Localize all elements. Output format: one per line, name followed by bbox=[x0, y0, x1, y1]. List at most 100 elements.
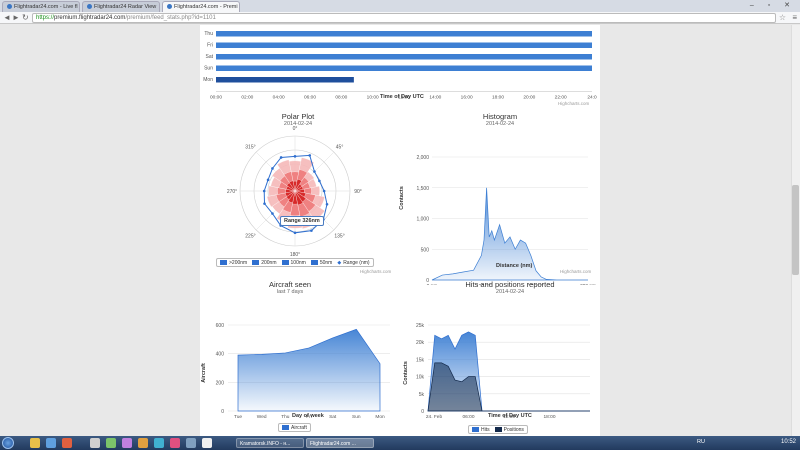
uptime-day-label: Mon bbox=[203, 77, 213, 83]
tool-icon[interactable] bbox=[90, 438, 100, 448]
polar-angle-label: 180° bbox=[290, 252, 300, 258]
polar-range-point bbox=[279, 156, 283, 159]
language-indicator[interactable]: RU bbox=[697, 439, 705, 445]
app4-icon[interactable] bbox=[138, 438, 148, 448]
menu-icon[interactable]: ≡ bbox=[792, 13, 797, 22]
histogram-ylabel: Contacts bbox=[398, 186, 405, 210]
uptime-x-tick: 12:00 bbox=[398, 95, 410, 101]
polar-sector bbox=[294, 190, 304, 206]
uptime-day-label: Thu bbox=[204, 31, 213, 37]
uptime-x-tick: 08:00 bbox=[335, 95, 347, 101]
flightradar-favicon-icon bbox=[167, 4, 172, 9]
task-flightradar[interactable]: Flightradar24.com ... bbox=[306, 438, 374, 448]
uptime-chart: Thu Fri Sat Sun Mon 00:00 02:00 04:00 06:00 08:00… bbox=[203, 31, 597, 101]
aircraft-x-tick: Sun bbox=[352, 414, 361, 420]
hits-x-tick: 18:00 bbox=[543, 414, 555, 420]
polar-subtitle: 2014-02-24 bbox=[283, 121, 313, 127]
aircraft-x-tick: Tue bbox=[234, 414, 242, 420]
polar-sector bbox=[288, 180, 296, 192]
histogram-area bbox=[431, 187, 588, 281]
positions-series-area bbox=[427, 362, 590, 412]
polar-credit: Highcharts.com bbox=[360, 269, 392, 274]
legend-item-50[interactable]: 50nm bbox=[310, 259, 332, 266]
tab-radar-view[interactable]: Flightradar24 Radar View bbox=[82, 1, 160, 12]
uptime-bar bbox=[216, 31, 592, 37]
explorer-icon[interactable] bbox=[30, 438, 40, 448]
hits-y-tick: 10k bbox=[416, 375, 425, 381]
clock[interactable]: 10:52 bbox=[780, 439, 796, 445]
hits-y-tick: 5k bbox=[419, 392, 425, 398]
scrollbar-thumb[interactable] bbox=[792, 185, 799, 275]
app5-icon[interactable] bbox=[154, 438, 164, 448]
polar-angle-label: 45° bbox=[336, 144, 344, 150]
legend-item-200[interactable]: 200nm bbox=[252, 259, 277, 266]
legend-item-hits[interactable]: Hits bbox=[472, 426, 490, 433]
histogram-x-tick: 200 nm bbox=[528, 283, 544, 285]
histogram-y-tick: 1,500 bbox=[416, 186, 429, 192]
hits-title: Hits and positions reported bbox=[465, 280, 555, 289]
uptime-day-label: Sun bbox=[204, 66, 213, 72]
legend-item-aircraft[interactable]: Aircraft bbox=[282, 424, 307, 431]
polar-chart: 0° 45° 90° 135° 180° 225° 270° 315° bbox=[227, 126, 362, 258]
start-button[interactable] bbox=[2, 437, 14, 449]
legend-item-range[interactable]: ◆ Range (nm) bbox=[337, 259, 370, 266]
uptime-x-tick: 00:00 bbox=[210, 95, 222, 101]
polar-range-point bbox=[271, 212, 274, 215]
hits-x-tick: 12:00 bbox=[503, 414, 515, 420]
uptime-x-tick: 14:00 bbox=[429, 95, 441, 101]
page-scrollbar[interactable] bbox=[791, 25, 800, 436]
app6-icon[interactable] bbox=[170, 438, 180, 448]
polar-range-point bbox=[262, 189, 266, 193]
tab-live-flight[interactable]: Flightradar24.com - Live fl bbox=[2, 1, 80, 12]
polar-range-point bbox=[293, 231, 297, 235]
uptime-x-tick: 04:00 bbox=[273, 95, 285, 101]
uptime-bar bbox=[216, 42, 592, 48]
polar-range-point bbox=[318, 179, 321, 183]
app3-icon[interactable] bbox=[122, 438, 132, 448]
aircraft-subtitle: last 7 days bbox=[276, 289, 304, 295]
histogram-subtitle: 2014-02-24 bbox=[485, 121, 515, 127]
app8-icon[interactable] bbox=[202, 438, 212, 448]
reload-icon[interactable]: ↻ bbox=[22, 13, 29, 22]
legend-item-gt200[interactable]: >200nm bbox=[220, 259, 247, 266]
hits-xlabel: Time of Day UTC bbox=[488, 413, 532, 419]
flightradar-favicon-icon bbox=[7, 4, 12, 9]
histogram-x-tick: 100 nm bbox=[476, 283, 492, 285]
aircraft-x-tick: Mon bbox=[375, 414, 385, 420]
hits-legend: Hits Positions bbox=[468, 425, 528, 434]
aircraft-area bbox=[237, 328, 381, 412]
app7-icon[interactable] bbox=[186, 438, 196, 448]
tab-premium[interactable]: Flightradar24.com - Premi bbox=[162, 1, 240, 12]
window-controls[interactable]: ‒ ▫ ✕ bbox=[749, 2, 796, 9]
polar-angle-label: 270° bbox=[227, 189, 237, 195]
address-bar: ◄ ► ↻ https://premium.flightradar24.com/… bbox=[0, 12, 800, 24]
polar-range-point bbox=[271, 167, 274, 170]
aircraft-y-tick: 400 bbox=[216, 352, 225, 358]
aircraft-xlabel: Day of week bbox=[292, 413, 324, 419]
url-input[interactable]: https://premium.flightradar24.com/premiu… bbox=[32, 13, 776, 23]
back-icon[interactable]: ◄ bbox=[3, 13, 11, 22]
media-icon[interactable] bbox=[46, 438, 56, 448]
task-kramatorsk[interactable]: Kramatorsk.INFO - н... bbox=[236, 438, 304, 448]
legend-item-positions[interactable]: Positions bbox=[494, 426, 524, 433]
bookmark-star-icon[interactable]: ☆ bbox=[778, 13, 786, 22]
polar-angle-label: 90° bbox=[354, 189, 362, 195]
polar-range-point bbox=[263, 202, 266, 205]
polar-range-point bbox=[293, 155, 297, 158]
polar-range-point bbox=[266, 178, 270, 182]
aircraft-x-tick: Thu bbox=[281, 414, 290, 420]
polar-range-point bbox=[325, 202, 329, 206]
legend-item-100[interactable]: 100nm bbox=[281, 259, 306, 266]
polar-sector bbox=[292, 190, 298, 205]
histogram-y-tick: 500 bbox=[421, 247, 430, 253]
stats-content: Thu Fri Sat Sun Mon 00:00 02:00 04:00 06:00 08:00… bbox=[200, 25, 600, 436]
app-icon[interactable] bbox=[62, 438, 72, 448]
histogram-y-tick: 2,000 bbox=[416, 155, 429, 161]
polar-legend: >200nm 200nm 100nm 50nm ◆ Range (nm) bbox=[216, 258, 374, 267]
aircraft-x-tick: Sat bbox=[329, 414, 337, 420]
app2-icon[interactable] bbox=[106, 438, 116, 448]
page-viewport: Thu Fri Sat Sun Mon 00:00 02:00 04:00 06:00 08:00… bbox=[0, 25, 800, 436]
forward-icon[interactable]: ► bbox=[12, 13, 20, 22]
hits-subtitle: 2014-02-24 bbox=[495, 289, 525, 295]
polar-sector bbox=[294, 178, 302, 192]
